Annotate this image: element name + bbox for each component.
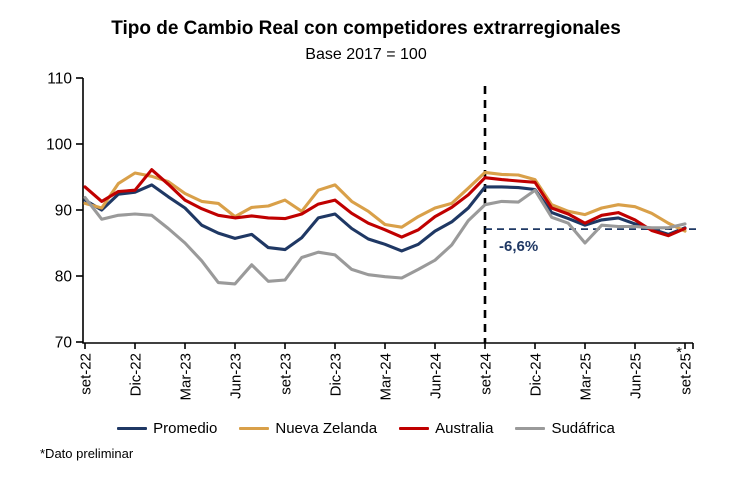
x-axis-label: Mar-23 xyxy=(178,353,195,401)
series-line-promedio xyxy=(83,183,687,253)
legend-item-sudáfrica: Sudáfrica xyxy=(515,420,615,437)
legend-label: Sudáfrica xyxy=(551,420,615,437)
axis-lines xyxy=(82,78,693,344)
y-axis-label: 90 xyxy=(55,203,73,220)
series-line-nueva-zelanda xyxy=(83,170,687,233)
x-axis-label: Jun-25 xyxy=(628,353,645,399)
legend-swatch xyxy=(515,426,546,431)
chart-subtitle: Base 2017 = 100 xyxy=(305,46,427,63)
percent-change-annotation: -6,6% xyxy=(499,238,539,255)
legend-item-nueva-zelanda: Nueva Zelanda xyxy=(239,420,377,437)
x-axis-label: set-23 xyxy=(278,353,295,395)
x-axis-label: Dic-23 xyxy=(328,353,345,396)
x-axis-label: Mar-24 xyxy=(378,353,395,401)
footnote: *Dato preliminar xyxy=(40,446,134,461)
x-axis-label: Dic-24 xyxy=(528,353,545,396)
legend-label: Australia xyxy=(435,420,494,437)
legend-label: Nueva Zelanda xyxy=(275,420,378,437)
x-axis-label: set-22 xyxy=(78,353,95,395)
y-axis-label: 110 xyxy=(47,71,72,88)
x-axis-label: Jun-23 xyxy=(228,353,245,399)
series-line-sudáfrica xyxy=(83,188,687,286)
chart-legend: Promedio Nueva Zelanda Australia Sudáfrica xyxy=(0,420,732,437)
x-axis-label: Mar-25 xyxy=(578,353,595,401)
legend-item-promedio: Promedio xyxy=(117,420,217,437)
legend-swatch xyxy=(117,426,148,431)
series-line-australia xyxy=(83,168,687,239)
legend-item-australia: Australia xyxy=(399,420,493,437)
x-axis-label: set-25 xyxy=(678,353,695,395)
y-axis-label: 70 xyxy=(55,335,73,352)
x-axis-label: set-24 xyxy=(478,353,495,395)
chart-title: Tipo de Cambio Real con competidores ext… xyxy=(111,18,621,39)
y-axis-label: 100 xyxy=(46,137,72,154)
x-axis-label: Dic-22 xyxy=(128,353,145,396)
legend-swatch xyxy=(399,426,430,431)
preliminary-asterisk: * xyxy=(676,344,682,361)
y-axis-label: 80 xyxy=(55,269,73,286)
legend-swatch xyxy=(239,426,270,431)
legend-label: Promedio xyxy=(153,420,218,437)
x-axis-label: Jun-24 xyxy=(428,353,445,399)
